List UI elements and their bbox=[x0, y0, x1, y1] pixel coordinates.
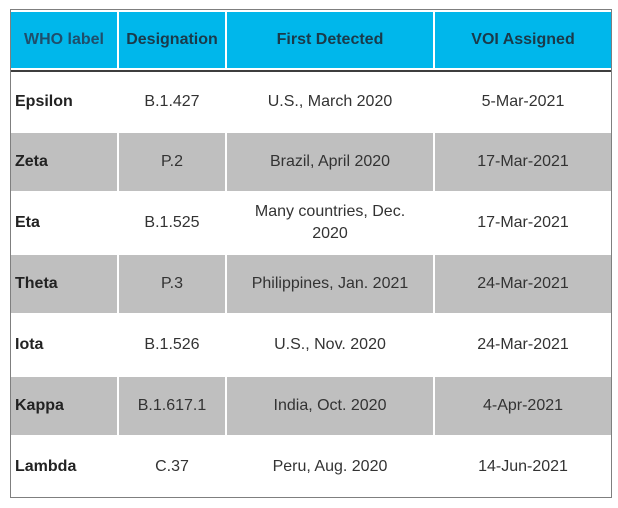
cell-who-label: Kappa bbox=[11, 377, 117, 435]
cell-voi-assigned: 24-Mar-2021 bbox=[477, 336, 569, 353]
cell-designation: B.1.526 bbox=[144, 336, 200, 353]
cell-voi-assigned: 5-Mar-2021 bbox=[481, 93, 565, 110]
cell-designation: P.3 bbox=[119, 255, 225, 313]
table-row: Iota B.1.526 U.S., Nov. 2020 24-Mar-2021 bbox=[11, 315, 611, 375]
cell-first-detected: Brazil, April 2020 bbox=[227, 133, 433, 191]
table-row: Theta P.3 Philippines, Jan. 2021 24-Mar-… bbox=[11, 254, 611, 314]
header-voi-assigned: VOI Assigned bbox=[435, 12, 611, 68]
cell-first-detected: Peru, Aug. 2020 bbox=[272, 458, 388, 475]
cell-voi-assigned: 24-Mar-2021 bbox=[435, 255, 611, 313]
table-row: Eta B.1.525 Many countries, Dec. 2020 17… bbox=[11, 193, 611, 253]
cell-designation: B.1.525 bbox=[144, 214, 200, 231]
cell-who-label: Theta bbox=[11, 255, 117, 313]
cell-first-detected: U.S., Nov. 2020 bbox=[274, 336, 386, 353]
cell-first-detected: Philippines, Jan. 2021 bbox=[227, 255, 433, 313]
table-header-row: WHO label Designation First Detected VOI… bbox=[11, 10, 611, 72]
cell-voi-assigned: 14-Jun-2021 bbox=[478, 458, 568, 475]
table-row: Lambda C.37 Peru, Aug. 2020 14-Jun-2021 bbox=[11, 437, 611, 497]
cell-who-label: Epsilon bbox=[15, 93, 73, 110]
header-who-label: WHO label bbox=[11, 12, 117, 68]
cell-first-detected: India, Oct. 2020 bbox=[227, 377, 433, 435]
table-row: Kappa B.1.617.1 India, Oct. 2020 4-Apr-2… bbox=[11, 376, 611, 436]
table-row: Epsilon B.1.427 U.S., March 2020 5-Mar-2… bbox=[11, 72, 611, 132]
cell-who-label: Lambda bbox=[15, 458, 77, 475]
cell-voi-assigned: 4-Apr-2021 bbox=[435, 377, 611, 435]
cell-first-detected: Many countries, Dec. 2020 bbox=[254, 203, 406, 242]
variant-table: WHO label Designation First Detected VOI… bbox=[10, 9, 612, 498]
cell-who-label: Eta bbox=[15, 214, 40, 231]
table-row: Zeta P.2 Brazil, April 2020 17-Mar-2021 bbox=[11, 132, 611, 192]
header-first-detected: First Detected bbox=[227, 12, 433, 68]
cell-who-label: Iota bbox=[15, 336, 44, 353]
cell-first-detected: U.S., March 2020 bbox=[267, 93, 393, 110]
cell-voi-assigned: 17-Mar-2021 bbox=[477, 214, 569, 231]
cell-voi-assigned: 17-Mar-2021 bbox=[435, 133, 611, 191]
cell-designation: C.37 bbox=[155, 458, 189, 475]
cell-designation: P.2 bbox=[119, 133, 225, 191]
header-designation: Designation bbox=[119, 12, 225, 68]
cell-designation: B.1.617.1 bbox=[119, 377, 225, 435]
cell-who-label: Zeta bbox=[11, 133, 117, 191]
cell-designation: B.1.427 bbox=[144, 93, 200, 110]
